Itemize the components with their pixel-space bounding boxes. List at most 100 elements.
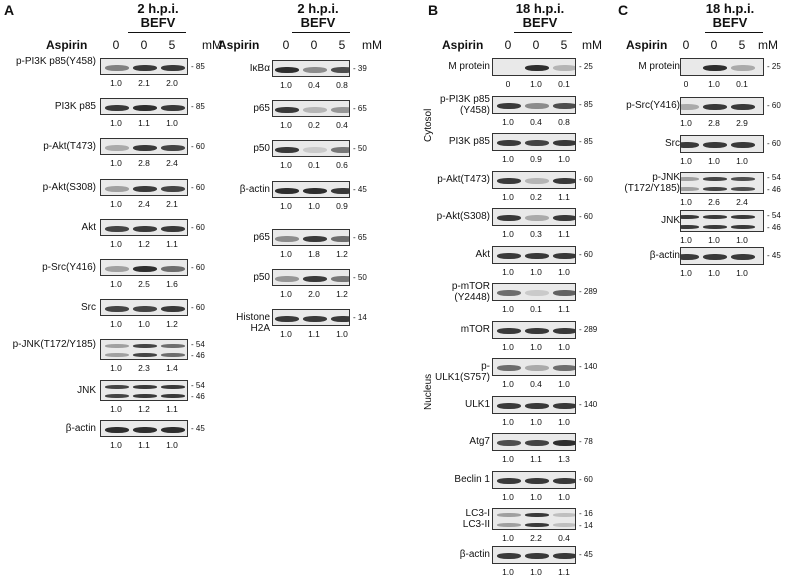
blot-band [731, 224, 755, 229]
blot-band [105, 426, 129, 433]
unit-b: mM [582, 38, 602, 52]
mw-marker: - 16 [579, 509, 593, 518]
blot-band [525, 440, 549, 446]
blot-band [497, 478, 521, 484]
quant-value: 0.1 [308, 160, 320, 170]
blot-label: M protein [638, 61, 680, 72]
blot-band [133, 343, 157, 348]
blot-band [105, 185, 129, 192]
quant-value: 1.0 [308, 201, 320, 211]
western-blot [492, 283, 576, 301]
western-blot [680, 247, 764, 265]
blot-band [681, 215, 699, 220]
blot-band [553, 365, 575, 371]
western-blot [100, 380, 188, 401]
quant-value: 1.0 [530, 567, 542, 577]
blot-band [275, 66, 299, 73]
blot-band [681, 104, 699, 110]
western-blot [100, 219, 188, 236]
mw-tick: - [579, 62, 584, 71]
mw-value: 50 [357, 143, 367, 153]
quant-value: 2.9 [736, 118, 748, 128]
blot-band [105, 104, 129, 111]
quant-value: 2.1 [138, 78, 150, 88]
mw-tick: - [579, 175, 584, 184]
blot-label: Atg7 [469, 436, 490, 447]
quant-value: 0.1 [558, 79, 570, 89]
mw-value: 16 [583, 509, 593, 518]
mw-marker: - 25 [767, 62, 781, 71]
mw-tick: - [191, 182, 196, 192]
quant-value: 1.0 [502, 567, 514, 577]
mw-tick: - [579, 250, 584, 259]
blot-band [133, 426, 157, 433]
quant-value: 1.0 [110, 404, 122, 414]
quant-value: 1.0 [502, 229, 514, 239]
mw-tick: - [767, 101, 772, 110]
quant-value: 0.4 [336, 120, 348, 130]
mw-value: 25 [771, 62, 781, 71]
quant-value: 1.2 [138, 239, 150, 249]
cytosol-region [418, 58, 419, 192]
quant-value: 1.0 [736, 268, 748, 278]
header-a2-time: 2 h.p.i. [297, 1, 339, 16]
blot-band [161, 104, 185, 111]
blot-label: p-ULK1(S757) [434, 361, 490, 383]
mw-value: 60 [195, 182, 205, 192]
quant-value: 1.3 [558, 454, 570, 464]
quant-value: 1.0 [680, 235, 692, 245]
quant-value: 1.0 [680, 268, 692, 278]
mw-marker: - 289 [579, 287, 597, 296]
quant-value: 1.0 [502, 533, 514, 543]
western-blot [492, 321, 576, 339]
quant-value: 0.1 [530, 304, 542, 314]
quant-value: 1.1 [558, 192, 570, 202]
mw-value: 60 [771, 139, 781, 148]
mw-value: 46 [771, 185, 781, 194]
mw-marker: - 85 [191, 62, 205, 71]
dose-b-lane-3: 5 [560, 38, 568, 52]
quant-value: 1.0 [558, 379, 570, 389]
blot-band [703, 186, 727, 191]
blot-band [303, 235, 327, 242]
blot-band [331, 66, 349, 73]
mw-tick: - [191, 61, 196, 71]
quant-value: 1.0 [530, 79, 542, 89]
mw-marker: - 140 [579, 362, 597, 371]
blot-band [497, 513, 521, 518]
quant-value: 1.1 [308, 329, 320, 339]
mw-value: 85 [583, 100, 593, 109]
quant-value: 1.0 [502, 192, 514, 202]
mw-marker: - 60 [579, 212, 593, 221]
blot-band [497, 553, 521, 559]
quant-value: 1.1 [138, 440, 150, 450]
mw-tick: - [579, 325, 584, 334]
blot-band [553, 328, 575, 334]
quant-value: 2.0 [308, 289, 320, 299]
western-blot [492, 433, 576, 451]
blot-band [731, 177, 755, 182]
mw-tick: - [191, 222, 196, 232]
quant-value: 1.0 [502, 267, 514, 277]
mw-value: 45 [771, 251, 781, 260]
quant-value: 1.0 [708, 268, 720, 278]
quant-value: 2.4 [166, 158, 178, 168]
quant-value: 0.4 [530, 117, 542, 127]
quant-value: 1.0 [530, 342, 542, 352]
blot-band [553, 103, 575, 109]
header-b-underline [514, 32, 572, 33]
blot-band [161, 144, 185, 151]
quant-value: 1.0 [110, 239, 122, 249]
quant-value: 1.4 [166, 363, 178, 373]
quant-value: 0.1 [736, 79, 748, 89]
mw-tick: - [353, 232, 358, 242]
blot-band [161, 185, 185, 192]
blot-band [681, 254, 699, 260]
header-c: 18 h.p.i. BEFV [680, 2, 780, 30]
blot-band [331, 146, 349, 153]
blot-band [497, 403, 521, 409]
blot-band [133, 305, 157, 312]
blot-band [275, 187, 299, 194]
mw-marker: - 65 [353, 233, 367, 242]
mw-value: 54 [771, 211, 781, 220]
